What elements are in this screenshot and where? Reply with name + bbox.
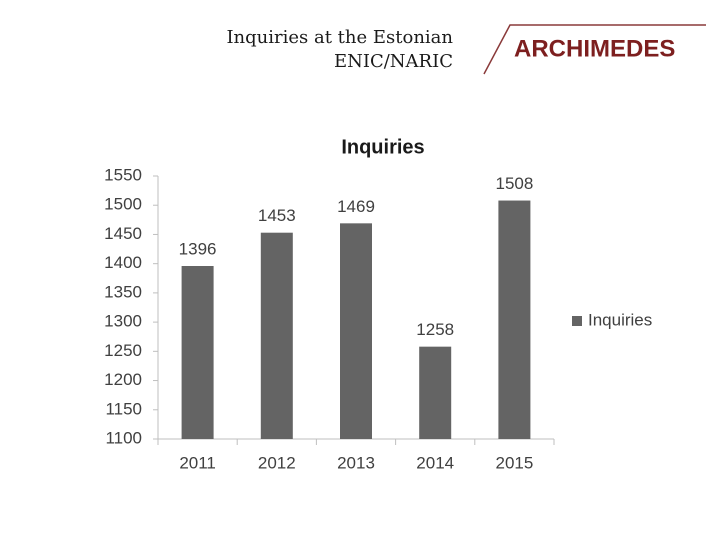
y-tick-label: 1450	[104, 224, 142, 243]
data-label: 1258	[416, 320, 454, 339]
x-tick-label: 2014	[416, 453, 454, 472]
data-label: 1469	[337, 197, 375, 216]
y-tick-label: 1100	[105, 428, 142, 447]
legend-swatch	[572, 316, 582, 326]
y-tick-label: 1550	[104, 165, 142, 184]
legend-label: Inquiries	[588, 310, 652, 329]
chart-title: Inquiries	[341, 136, 424, 158]
data-label: 1508	[495, 174, 533, 193]
bar	[498, 200, 531, 439]
bar	[260, 232, 293, 439]
y-tick-label: 1300	[104, 312, 142, 331]
y-tick-label: 1250	[104, 341, 142, 360]
bar	[181, 266, 214, 439]
logo-line	[483, 24, 706, 75]
y-tick-label: 1200	[104, 370, 142, 389]
x-tick-label: 2015	[495, 453, 533, 472]
y-tick-label: 1500	[104, 195, 142, 214]
data-label: 1453	[258, 206, 296, 225]
y-tick-label: 1400	[104, 253, 142, 272]
y-tick-label: 1350	[104, 282, 142, 301]
data-label: 1396	[179, 239, 217, 258]
x-tick-label: 2012	[258, 453, 296, 472]
logo: ARCHIMEDES	[514, 35, 675, 62]
slide-title-line: ENIC/NARIC	[334, 51, 453, 72]
x-tick-label: 2011	[179, 453, 216, 472]
slide-title-line: Inquiries at the Estonian	[226, 27, 453, 48]
bar	[419, 346, 452, 439]
y-tick-label: 1150	[105, 399, 142, 418]
x-tick-label: 2013	[337, 453, 375, 472]
bar	[340, 223, 372, 439]
